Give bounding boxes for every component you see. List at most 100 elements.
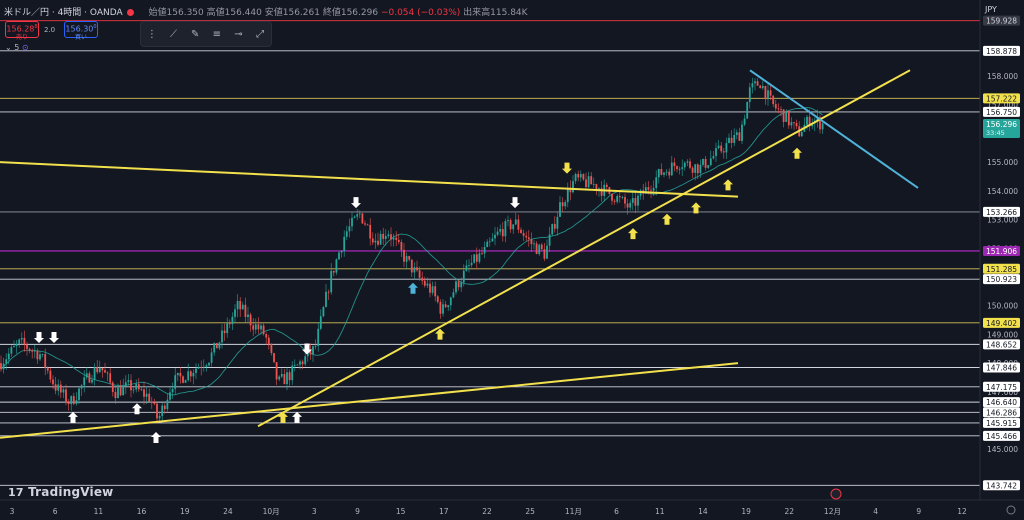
buy-price-sup: 0 <box>93 24 97 30</box>
chevron-down-icon[interactable]: ⌄ <box>5 43 12 52</box>
candle-body <box>163 405 166 410</box>
buy-label: 買い <box>74 33 87 41</box>
candle-body <box>322 306 325 317</box>
candle-body <box>288 372 291 381</box>
candle-body <box>702 158 704 165</box>
time-tick-label: 9 <box>355 507 360 516</box>
candle-body <box>790 122 793 126</box>
time-tick-label: 22 <box>784 507 794 516</box>
candle-body <box>774 104 777 109</box>
candle-body <box>5 359 8 364</box>
candle-body <box>189 371 192 377</box>
candle-body <box>153 402 156 404</box>
drag-handle-icon[interactable]: ⋮ <box>146 28 157 40</box>
buy-button[interactable]: 156.300 買い <box>64 21 98 41</box>
time-tick-label: 4 <box>873 507 878 516</box>
candle-body <box>18 339 21 344</box>
candle-body <box>587 176 590 188</box>
price-badge <box>983 417 1020 428</box>
candle-body <box>140 389 143 391</box>
candle-body <box>91 379 93 383</box>
time-tick-label: 17 <box>439 507 449 516</box>
sell-price-sup: 8 <box>34 24 38 30</box>
candle-body <box>174 375 177 389</box>
arrow-down-marker <box>510 197 520 209</box>
time-tick-label: 6 <box>53 507 58 516</box>
trendline-tool-icon[interactable]: ⟋ <box>169 28 177 40</box>
candle-body <box>741 124 743 141</box>
symbol-name[interactable]: 米ドル／円 · 4時間 · OANDA <box>4 8 123 18</box>
candle-body <box>83 377 86 386</box>
event-flag-icon[interactable] <box>830 488 842 500</box>
candle-body <box>369 224 372 239</box>
candle-body <box>371 238 374 243</box>
time-tick-label: 9 <box>916 507 921 516</box>
time-tick-label: 10月 <box>263 507 280 516</box>
candle-body <box>52 379 54 385</box>
price-badge-label: 147.175 <box>986 383 1017 392</box>
candle-body <box>374 240 377 243</box>
candle-body <box>806 116 808 125</box>
candle-body <box>668 171 671 176</box>
candle-body <box>782 109 785 122</box>
candle-body <box>553 224 556 229</box>
candle-body <box>343 236 346 251</box>
measure-tool-icon[interactable]: ⤢ <box>256 28 265 40</box>
candle-body <box>442 304 444 314</box>
candle-body <box>78 388 80 401</box>
candle-body <box>800 131 803 137</box>
settings-gear-icon[interactable] <box>1006 505 1016 515</box>
time-tick-label: 19 <box>180 507 190 516</box>
time-tick-label: 19 <box>741 507 751 516</box>
candle-body <box>262 325 265 335</box>
ray-tool-icon[interactable]: ⊸ <box>234 28 243 40</box>
arrow-up-marker <box>435 328 445 340</box>
candle-body <box>410 259 413 273</box>
currency-label[interactable]: JPY <box>985 5 997 14</box>
candle-body <box>299 361 301 365</box>
time-tick-label: 12 <box>957 507 967 516</box>
candle-body <box>436 296 439 302</box>
candle-body <box>530 239 533 245</box>
time-tick-label: 12月 <box>824 507 841 516</box>
candle-body <box>637 195 639 206</box>
candle-body <box>475 254 478 262</box>
candle-body <box>699 164 702 174</box>
candle-body <box>314 345 317 347</box>
candle-body <box>179 372 182 377</box>
candle-body <box>241 304 244 310</box>
candle-body <box>330 270 333 293</box>
logo-mark-icon: 𝟭𝟳 <box>8 486 24 499</box>
close-label: 終値 <box>322 8 341 18</box>
candle-body <box>673 162 676 167</box>
price-badge-label: 148.652 <box>986 340 1017 349</box>
candle-body <box>67 402 70 405</box>
candle-body <box>75 400 78 404</box>
time-tick-label: 24 <box>223 507 233 516</box>
candle-body <box>293 365 296 366</box>
sell-label: 売り <box>15 33 28 41</box>
candle-body <box>616 196 619 202</box>
candle-body <box>663 172 665 175</box>
fib-tool-icon[interactable]: ≡ <box>212 28 221 40</box>
candle-body <box>569 187 572 193</box>
candle-body <box>650 189 652 191</box>
sell-button[interactable]: 156.288 売り <box>5 21 39 41</box>
price-tick-label: 147.000 <box>987 388 1018 397</box>
candle-body <box>676 166 678 170</box>
candle-body <box>325 291 327 307</box>
candle-body <box>504 221 507 237</box>
candle-body <box>418 270 421 278</box>
price-badge <box>983 407 1020 418</box>
spread-value: 2.0 <box>44 26 56 34</box>
brush-tool-icon[interactable]: ✎ <box>190 28 200 40</box>
candle-body <box>543 249 546 259</box>
candle-body <box>431 286 434 293</box>
candle-body <box>408 256 411 260</box>
indicator-legend[interactable]: ⌄ 5 ⊙ <box>5 43 29 52</box>
candle-body <box>811 123 814 127</box>
candle-body <box>148 393 151 402</box>
candle-body <box>730 137 733 143</box>
